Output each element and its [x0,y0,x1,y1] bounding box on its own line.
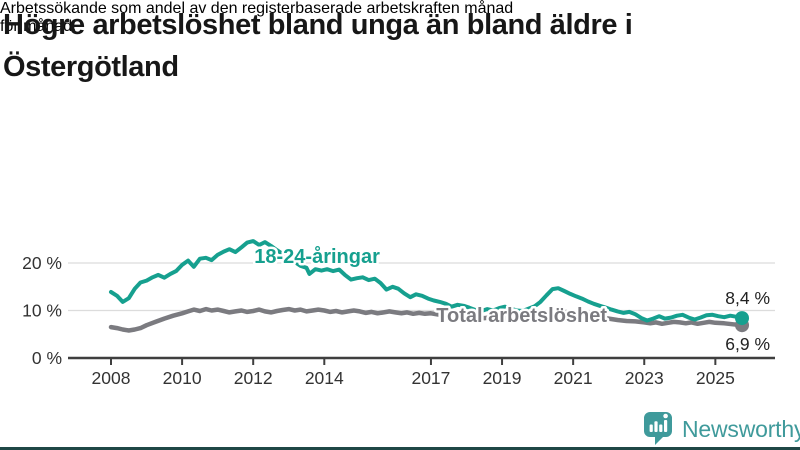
logo-exclamation-stem [664,420,668,432]
x-tick-label-2021: 2021 [554,368,593,388]
series-label-total-arbetslöshet: Total arbetslöshet [436,305,607,327]
end-value-label-total-arbetslöshet: 6,9 % [725,334,770,354]
logo-bar-2 [654,421,658,432]
bottom-edge-bar [0,447,800,450]
y-tick-label-20: 20 % [22,253,62,273]
series-line-18-24-åringar [109,239,744,323]
unemployment-line-chart: 2008 2010 2012 2014 2017 2019 2021 2023 2025 0 % 1… [0,215,800,393]
series-label-18-24-åringar: 18-24-åringar [254,245,380,268]
series-line-total-arbetslöshet [108,306,745,333]
logo-exclamation-dot [663,413,668,419]
x-tick-label-2012: 2012 [234,368,273,388]
logo-speech-bubble [644,412,672,445]
chart-title-line-2: Östergötland [3,51,179,83]
newsworthy-logo-text: Newsworthy [682,415,800,442]
x-tick-label-2010: 2010 [163,368,202,388]
logo-bar-1 [649,424,653,432]
newsworthy-logo-icon [644,412,672,445]
chart-title: Högre arbetslöshet bland unga än bland ä… [3,4,793,88]
end-value-label-18-24-åringar: 8,4 % [725,288,770,308]
x-tick-label-2025: 2025 [696,368,735,388]
series-end-dot-18-24-åringar [735,311,750,326]
chart-subtitle-line-2: för månad. [0,18,77,35]
chart-subtitle-line-1: Arbetssökande som andel av den registerb… [0,0,514,17]
chart-title-line-1: Högre arbetslöshet bland unga än bland ä… [3,9,633,41]
newsworthy-logo: Newsworthy [644,412,800,445]
y-tick-label-0: 0 % [32,348,62,368]
y-tick-label-10: 10 % [22,301,62,321]
x-tick-label-2019: 2019 [483,368,522,388]
x-tick-label-2023: 2023 [625,368,664,388]
chart-canvas: 2008 2010 2012 2014 2017 2019 2021 2023 2025 0 % 1… [22,239,775,388]
x-tick-label-2017: 2017 [411,368,450,388]
logo-bar-3 [659,424,663,432]
x-tick-label-2008: 2008 [92,368,131,388]
x-tick-label-2014: 2014 [305,368,344,388]
